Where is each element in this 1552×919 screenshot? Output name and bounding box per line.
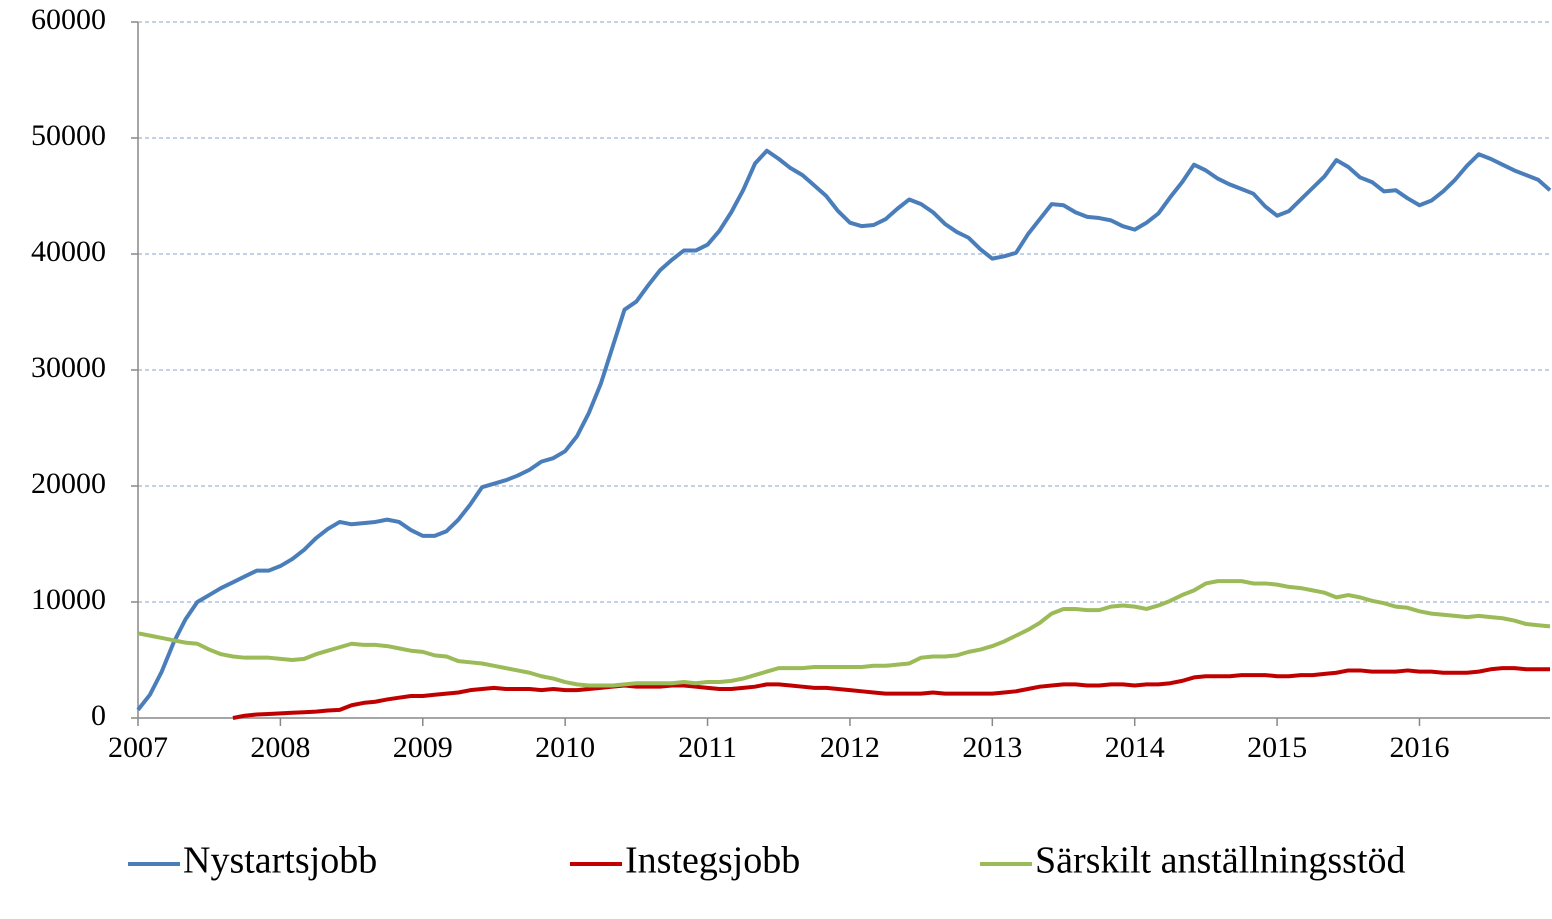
series-line — [232, 666, 1550, 720]
x-tick-label: 2009 — [393, 731, 453, 764]
series-line — [137, 579, 1551, 688]
x-tick-label: 2011 — [678, 731, 737, 764]
x-tick-label: 2015 — [1247, 731, 1307, 764]
y-tick-label: 30000 — [31, 351, 106, 384]
x-tick-label: 2007 — [108, 731, 168, 764]
x-tick-label: 2013 — [962, 731, 1022, 764]
x-tick-label: 2012 — [820, 731, 880, 764]
y-tick-label: 0 — [91, 699, 106, 732]
x-tick-label: 2014 — [1105, 731, 1165, 764]
legend-label: Instegsjobb — [625, 840, 800, 882]
x-tick-label: 2016 — [1389, 731, 1449, 764]
y-tick-label: 60000 — [31, 3, 106, 36]
y-tick-label: 20000 — [31, 467, 106, 500]
y-tick-label: 10000 — [31, 583, 106, 616]
x-tick-label: 2008 — [250, 731, 310, 764]
legend-label: Nystartsjobb — [183, 840, 377, 882]
x-tick-label: 2010 — [535, 731, 595, 764]
y-tick-label: 40000 — [31, 235, 106, 268]
series-line — [136, 148, 1552, 712]
legend-label: Särskilt anställningsstöd — [1035, 840, 1406, 882]
y-tick-label: 50000 — [31, 119, 106, 152]
